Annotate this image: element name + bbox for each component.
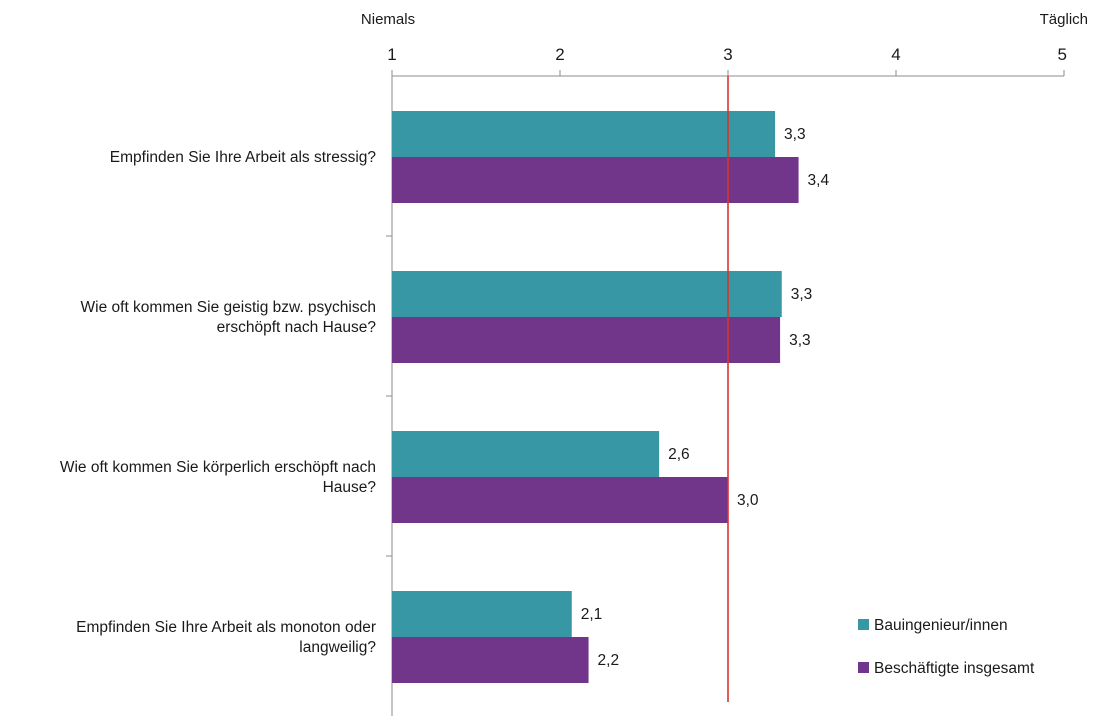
x-tick-label: 5 xyxy=(1058,45,1067,64)
bar-bauingenieur xyxy=(392,431,660,477)
legend: Bauingenieur/innen Beschäftigte insgesamt xyxy=(858,617,1035,677)
x-tick-label: 2 xyxy=(555,45,564,64)
x-tick-label: 3 xyxy=(723,45,732,64)
bars xyxy=(392,76,799,702)
data-label: 2,1 xyxy=(581,606,603,623)
legend-label: Bauingenieur/innen xyxy=(874,617,1008,634)
data-label: 3,3 xyxy=(791,286,813,303)
data-label: 3,3 xyxy=(784,126,806,143)
data-label: 2,6 xyxy=(668,446,690,463)
bar-gesamt xyxy=(392,157,799,203)
bar-gesamt xyxy=(392,477,728,523)
category-label: erschöpft nach Hause? xyxy=(217,319,377,336)
category-label: langweilig? xyxy=(299,639,376,656)
scale-anchor-high: Täglich xyxy=(1040,11,1088,28)
category-label: Empfinden Sie Ihre Arbeit als monoton od… xyxy=(76,619,376,636)
data-label: 3,3 xyxy=(789,332,811,349)
bar-gesamt xyxy=(392,317,781,363)
legend-swatch xyxy=(858,662,869,673)
data-label: 3,4 xyxy=(808,172,830,189)
legend-label: Beschäftigte insgesamt xyxy=(874,660,1035,677)
category-label: Wie oft kommen Sie körperlich erschöpft … xyxy=(60,459,376,476)
bar-bauingenieur xyxy=(392,111,776,157)
labels: 1 2 3 4 5 Niemals Täglich 3,3 3,4 Empfinden Sie I… xyxy=(60,11,1088,669)
category-label: Wie oft kommen Sie geistig bzw. psychisc… xyxy=(81,299,376,316)
bar-bauingenieur xyxy=(392,271,782,317)
data-label: 2,2 xyxy=(598,652,620,669)
x-tick-label: 4 xyxy=(891,45,900,64)
category-label: Hause? xyxy=(323,479,377,496)
bar-bauingenieur xyxy=(392,591,572,637)
category-label: Empfinden Sie Ihre Arbeit als stressig? xyxy=(110,149,377,166)
x-tick-label: 1 xyxy=(387,45,396,64)
scale-anchor-low: Niemals xyxy=(361,11,415,28)
bar-gesamt xyxy=(392,637,589,683)
data-label: 3,0 xyxy=(737,492,759,509)
legend-swatch xyxy=(858,619,869,630)
